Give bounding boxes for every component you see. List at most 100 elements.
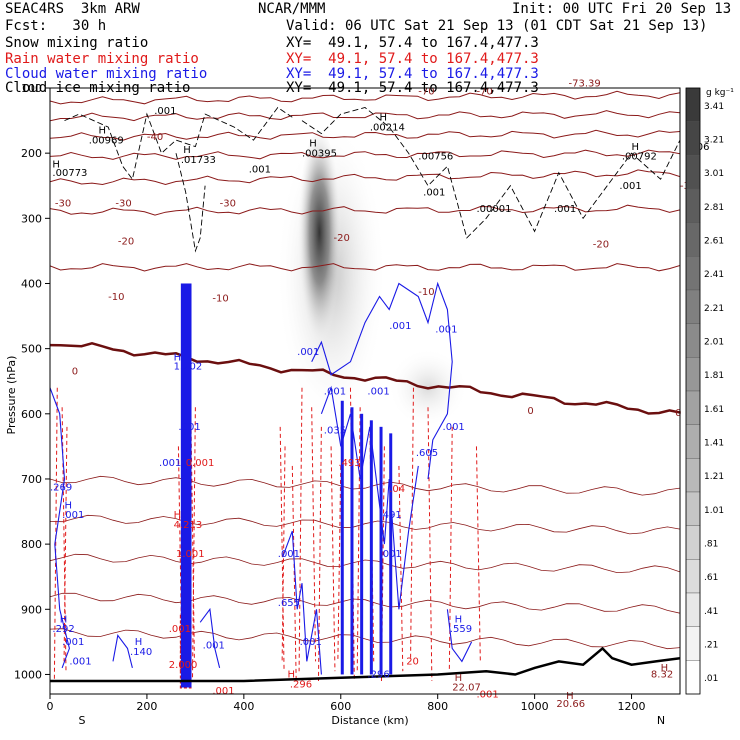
terrain-line <box>50 646 680 683</box>
colorbar-level-label: .41 <box>704 607 718 617</box>
cloud-water-core <box>180 283 192 688</box>
rain-water-contour <box>475 446 481 662</box>
contour-label: .00214 <box>370 122 405 133</box>
y-tick-label: 800 <box>21 538 42 551</box>
colorbar-level-label: 2.81 <box>704 203 724 213</box>
contour-label: -10 <box>108 292 124 303</box>
contour-label: .00756 <box>418 152 453 163</box>
colorbar-swatch <box>685 559 701 594</box>
rain-water-contour <box>191 407 196 681</box>
cloud-water-contour <box>282 530 322 675</box>
contour-label: .04 <box>389 484 405 495</box>
cloud-ice-contour <box>301 107 680 239</box>
cloud-water-contour <box>320 385 419 610</box>
contour-label: 0.001 <box>186 458 215 469</box>
cloud-water-dense <box>389 433 393 675</box>
high-marker: H <box>287 670 295 681</box>
rain-water-contour <box>398 465 404 672</box>
colorbar-swatch <box>685 222 701 257</box>
colorbar-level-label: .61 <box>704 573 718 583</box>
contour-label: -30 <box>220 199 236 210</box>
isotherm-line <box>50 553 680 574</box>
colorbar-swatch <box>685 390 701 425</box>
rain-water-contour <box>298 387 303 672</box>
contour-label: -10 <box>418 287 434 298</box>
contour-label: .001 <box>62 637 84 648</box>
contour-label: .001 <box>619 181 641 192</box>
contour-label: .655 <box>278 598 300 609</box>
cloud-ice-contour <box>175 153 206 253</box>
contour-label: .01733 <box>181 155 216 166</box>
contour-label: .296 <box>367 670 389 681</box>
isotherm-line <box>50 204 680 216</box>
contour-label: -20 <box>118 236 134 247</box>
contour-label: .001 <box>159 458 181 469</box>
plot-frame <box>49 87 681 695</box>
contour-label: .493 <box>338 458 360 469</box>
contour-label: .00792 <box>622 152 657 163</box>
y-axis-label: Pressure (hPa) <box>5 356 18 435</box>
contour-label: .001 <box>278 549 300 560</box>
contour-label: .001 <box>69 657 91 668</box>
isotherm-line <box>50 169 680 186</box>
contour-label: .035 <box>324 425 346 436</box>
x-tick-label: 400 <box>233 700 254 713</box>
rain-water-contour <box>279 426 285 672</box>
y-tick-label: 500 <box>21 343 42 356</box>
contour-label: 22.07 <box>452 683 481 694</box>
field-label-cloud-water: Cloud water mixing ratio <box>5 66 208 82</box>
contour-label: -30 <box>55 199 71 210</box>
contour-label: .001 <box>476 689 498 700</box>
contour-label: .001 <box>249 165 271 176</box>
contour-label: -70 <box>476 87 492 98</box>
cloud-water-dense <box>360 413 364 675</box>
x-tick-label: 200 <box>136 700 157 713</box>
y-tick-label: 200 <box>21 147 42 160</box>
contour-label: .001 <box>443 422 465 433</box>
contour-label: .001 <box>62 510 84 521</box>
colorbar-swatch <box>685 424 701 459</box>
y-tick-label: 300 <box>21 212 42 225</box>
contour-label: 1.001 <box>176 549 205 560</box>
colorbar-swatch <box>685 289 701 324</box>
x-tick-label: 600 <box>330 700 351 713</box>
contour-label: .605 <box>416 448 438 459</box>
colorbar-level-label: 2.41 <box>704 270 724 280</box>
contour-label: 0 <box>527 406 533 417</box>
contour-label: .140 <box>130 647 152 658</box>
contour-label: .491 <box>380 510 402 521</box>
y-tick-label: 100 <box>21 82 42 95</box>
colorbar-level-label: .01 <box>704 674 718 684</box>
colorbar-swatch <box>685 323 701 358</box>
colorbar: 3.41 3.21 3.01 2.81 2.61 2.41 2.21 2.01 1.81 1.61… <box>685 87 724 695</box>
contour-label: 0 <box>72 367 78 378</box>
isotherm-line <box>50 110 680 122</box>
isotherm-line <box>50 342 680 415</box>
contour-label: 0 <box>675 408 681 419</box>
contour-label: .001 <box>389 321 411 332</box>
snow-shading-core <box>297 130 342 357</box>
colorbar-level-label: 3.21 <box>704 136 724 146</box>
contour-label: -10 <box>212 294 228 305</box>
rain-water-contour <box>410 387 414 662</box>
field-label-rain: Rain water mixing ratio <box>5 51 199 67</box>
high-marker: H <box>52 159 60 170</box>
contour-label: 20.66 <box>556 699 585 710</box>
plot-contents <box>50 90 680 689</box>
contour-label: .001 <box>367 386 389 397</box>
contour-label: .296 <box>290 679 312 690</box>
contour-label: .001 <box>300 637 322 648</box>
field-xy-cloud-water: XY= 49.1, 57.4 to 167.4,477.3 <box>286 66 539 82</box>
x-axis-label: Distance (km) <box>331 714 408 727</box>
isotherm-line <box>50 628 680 650</box>
field-xy-snow: XY= 49.1, 57.4 to 167.4,477.3 <box>286 35 539 51</box>
contour-label: .001 <box>435 324 457 335</box>
field-label-snow: Snow mixing ratio <box>5 35 149 51</box>
colorbar-level-label: 3.41 <box>704 102 724 112</box>
isotherm-line <box>50 592 680 614</box>
colorbar-level-label: 1.41 <box>704 439 724 449</box>
forecast-hour: Fcst: 30 h <box>5 18 107 34</box>
x-tick-label: 0 <box>47 700 54 713</box>
high-marker: H <box>60 614 68 625</box>
rain-water-contour <box>337 465 342 662</box>
